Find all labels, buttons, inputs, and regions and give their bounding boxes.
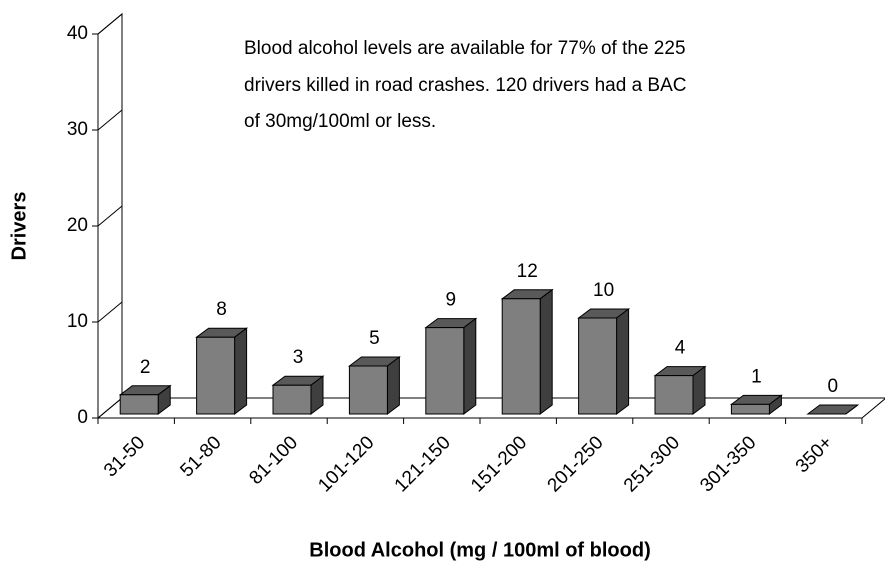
bar bbox=[271, 375, 325, 415]
bar-face bbox=[272, 384, 312, 415]
bar-face bbox=[845, 404, 859, 415]
y-tick-label: 20 bbox=[67, 215, 88, 236]
annotation-line: of 30mg/100ml or less. bbox=[244, 111, 436, 132]
value-label: 9 bbox=[446, 290, 457, 311]
bar-face bbox=[425, 327, 465, 415]
y-wall-tick bbox=[97, 205, 123, 227]
x-tick-label: 51-80 bbox=[176, 432, 225, 481]
bar bbox=[653, 365, 707, 415]
x-tick-label: 121-150 bbox=[391, 432, 455, 496]
value-label: 8 bbox=[216, 299, 227, 320]
x-tick-label: 301-350 bbox=[696, 432, 760, 496]
bar-face bbox=[539, 288, 553, 415]
bar bbox=[195, 327, 249, 415]
bar bbox=[118, 384, 172, 415]
x-tick-label: 151-200 bbox=[467, 432, 531, 496]
y-axis-title: Drivers bbox=[8, 192, 30, 261]
bar-face bbox=[234, 327, 248, 415]
y-tick-label: 30 bbox=[67, 119, 88, 140]
annotation: Blood alcohol levels are available for 7… bbox=[244, 38, 686, 132]
bar bbox=[729, 394, 783, 415]
y-wall-tick bbox=[97, 397, 123, 419]
annotation-line: drivers killed in road crashes. 120 driv… bbox=[244, 75, 686, 96]
bar bbox=[424, 317, 478, 415]
bar-face bbox=[692, 365, 706, 415]
bar-face bbox=[616, 308, 630, 415]
bar-face bbox=[196, 336, 236, 415]
bar-face bbox=[730, 403, 770, 415]
bar bbox=[347, 356, 401, 415]
bar bbox=[806, 404, 860, 415]
value-label: 10 bbox=[593, 280, 614, 301]
bar bbox=[500, 288, 554, 415]
x-tick-label: 31-50 bbox=[100, 432, 149, 481]
x-tick-label: 101-120 bbox=[314, 432, 378, 496]
value-label: 0 bbox=[828, 376, 839, 397]
value-label: 2 bbox=[140, 357, 151, 378]
x-tick-label: 251-300 bbox=[620, 432, 684, 496]
y-wall-tick bbox=[97, 13, 123, 35]
y-tick-label: 40 bbox=[67, 23, 88, 44]
bar-face bbox=[386, 356, 400, 415]
bar-face bbox=[654, 375, 694, 415]
bar bbox=[577, 308, 631, 415]
x-tick-label: 81-100 bbox=[245, 432, 302, 489]
value-label: 1 bbox=[751, 366, 762, 387]
x-tick-label: 201-250 bbox=[544, 432, 608, 496]
value-label: 12 bbox=[517, 261, 538, 282]
x-tick-label: 350+ bbox=[792, 432, 837, 477]
y-wall-tick bbox=[97, 301, 123, 323]
value-label: 3 bbox=[293, 347, 304, 368]
bar-face bbox=[806, 404, 860, 415]
value-label: 5 bbox=[369, 328, 380, 349]
annotation-line: Blood alcohol levels are available for 7… bbox=[244, 38, 686, 59]
bar-face bbox=[578, 317, 618, 415]
y-tick-label: 0 bbox=[77, 407, 88, 428]
y-tick-label: 10 bbox=[67, 311, 88, 332]
y-wall-tick bbox=[97, 109, 123, 131]
bar-face bbox=[119, 394, 159, 415]
bar-face bbox=[501, 298, 541, 415]
bar-face bbox=[348, 365, 388, 415]
bar-face bbox=[463, 317, 477, 415]
x-axis-title: Blood Alcohol (mg / 100ml of blood) bbox=[309, 539, 650, 561]
value-label: 4 bbox=[675, 338, 686, 359]
